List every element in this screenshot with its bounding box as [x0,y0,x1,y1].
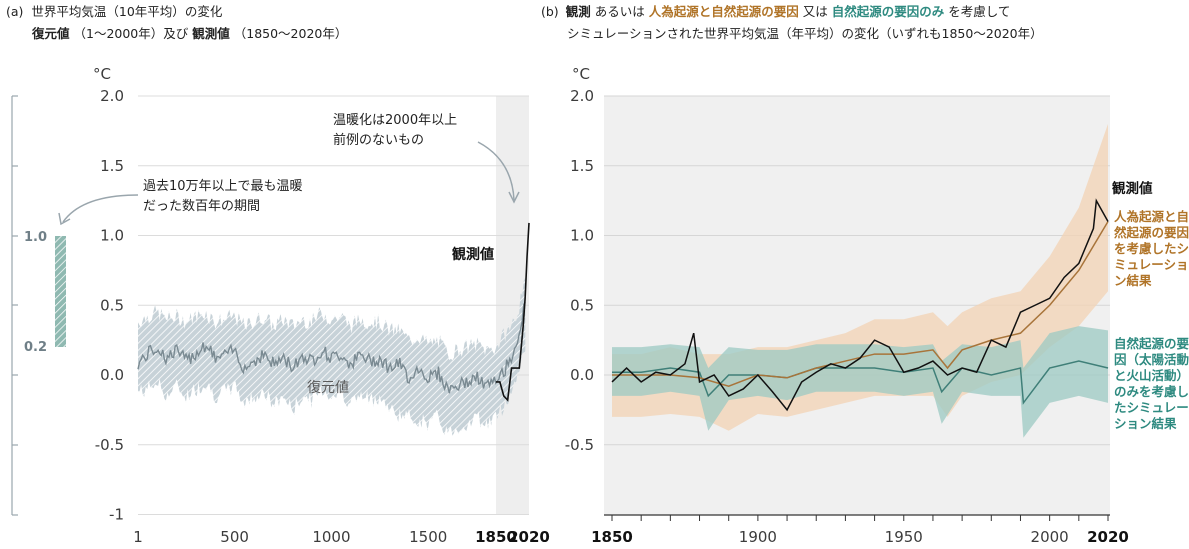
x-tick-label: 1000 [312,528,350,546]
series-label-line: ン結果 [1114,273,1152,288]
panel-b-title-natural: 自然起源の要因のみ [832,4,945,19]
y-tick-label: 2.0 [570,87,594,105]
y-tick-label: -0.5 [95,436,124,454]
panel-b-prefix: (b) [541,4,559,19]
annotation-past-line2: だった数百年の期間 [143,199,260,214]
arrowhead-icon [58,212,71,226]
panel-a-title-recon: 復元値 [31,26,70,41]
series-label-line: 自然起源の要 [1114,336,1189,351]
panel-a-plot: °C 2.01.51.00.50.0-0.5-1 1 500 1000 1500 185… [58,65,550,546]
panel-b-y-ticks: 2.0 1.5 1.0 0.5 0.0 -0.5 [565,87,594,454]
warm-period-bar [55,236,66,347]
panel-a-side-scale: 1.0 0.2 [11,95,66,516]
observed-line [496,222,530,402]
y-tick-label: 0.5 [570,296,594,314]
panel-a-y-ticks: 2.0 1.5 1.0 0.5 0.0 -0.5 -1 [95,87,124,524]
panel-b-observed-label: 観測値 [1112,180,1153,197]
panel-a-observed-label: 観測値 [452,246,494,263]
y-tick-label: 0.0 [570,366,594,384]
panel-a-title-end: （1850～2020年） [234,26,348,41]
annotation-past-line1: 過去10万年以上で最も温暖 [143,179,303,194]
annotation-warming-line2: 前例のないもの [333,132,424,148]
panel-b-title-p6: を考慮して [948,4,1010,19]
panel-b-title-p2: あるいは [595,4,645,19]
series-label-line: を考慮したシ [1114,241,1189,256]
x-tick-label: 1500 [409,528,447,546]
panel-a-title-obs: 観測値 [192,26,230,41]
x-tick-label: 1850 [591,528,633,546]
y-tick-label: 1.0 [100,227,124,245]
panel-a-unit: °C [93,65,111,83]
panel-b-series [611,123,1109,438]
x-tick-label: 2020 [508,528,550,546]
side-bar-bottom-label: 0.2 [24,340,47,355]
x-tick-label: 500 [220,528,249,546]
annotation-warming-line1: 温暖化は2000年以上 [333,113,457,128]
panel-b-x-ticks: 1850 1900 1950 2000 2020 [591,528,1129,546]
panel-a-title-text: 世界平均気温（10年平均）の変化 [31,4,222,19]
panel-b-title-obs: 観測 [566,4,591,19]
y-tick-label: -1 [109,506,124,524]
panel-a-prefix: (a) [6,4,23,19]
series-label-line: たシミュレー [1114,400,1189,415]
series-label-line: 因（太陽活動 [1114,352,1189,367]
side-bar-top-label: 1.0 [24,230,47,245]
y-tick-label: 1.5 [100,157,124,175]
y-tick-label: 0.0 [100,366,124,384]
series-label-line: のみを考慮し [1114,384,1189,399]
y-tick-label: 1.5 [570,157,594,175]
series-label-line: ミュレーショ [1114,257,1189,272]
series-label-line: ション結果 [1114,416,1177,431]
x-tick-label: 1 [133,528,143,546]
arrowhead-icon [508,191,520,204]
natural-uncertainty-band [612,326,1108,438]
observed-line [611,198,1109,412]
panel-a-series [137,222,530,436]
x-tick-label: 1950 [885,528,923,546]
panel-a-title-line1: (a) 世界平均気温（10年平均）の変化 [6,4,223,19]
series-label-line: 然起源の要因 [1114,225,1189,240]
panel-a-title-line2: 復元値 （1～2000年）及び 観測値 （1850～2020年） [31,26,347,41]
series-label-line: と火山活動） [1114,368,1189,383]
panel-a-title-mid: （1～2000年）及び [74,26,189,41]
panel-b-plot: °C 2.0 1.5 1.0 0.5 0.0 -0.5 1850 1900 1950 2000 2… [565,65,1189,546]
annotation-past-arrow [62,194,139,223]
panel-b-title-p4: 又は [803,4,828,19]
y-tick-label: 0.5 [100,296,124,314]
annotation-warming-arrow [477,141,515,201]
series-label-line: 人為起源と自 [1114,209,1189,224]
y-tick-label: -0.5 [565,436,594,454]
x-tick-label: 1900 [739,528,777,546]
reconstructed-line [137,301,526,394]
panel-b-title-line2: シミュレーションされた世界平均気温（年平均）の変化（いずれも1850～2020年… [567,26,1043,41]
y-tick-label: 2.0 [100,87,124,105]
y-tick-label: 1.0 [570,227,594,245]
panel-a-gridlines [138,95,529,515]
panel-b-title-line1: (b) 観測 あるいは 人為起源と自然起源の要因 又は 自然起源の要因のみ を考… [541,4,1010,19]
x-tick-label: 2020 [1087,528,1129,546]
panel-a-reconstructed-label: 復元値 [307,379,349,396]
x-tick-label: 2000 [1031,528,1069,546]
panel-b-title-human: 人為起源と自然起源の要因 [649,4,799,19]
x-tick-label: 1850 [475,528,517,546]
panel-b-unit: °C [572,65,590,83]
